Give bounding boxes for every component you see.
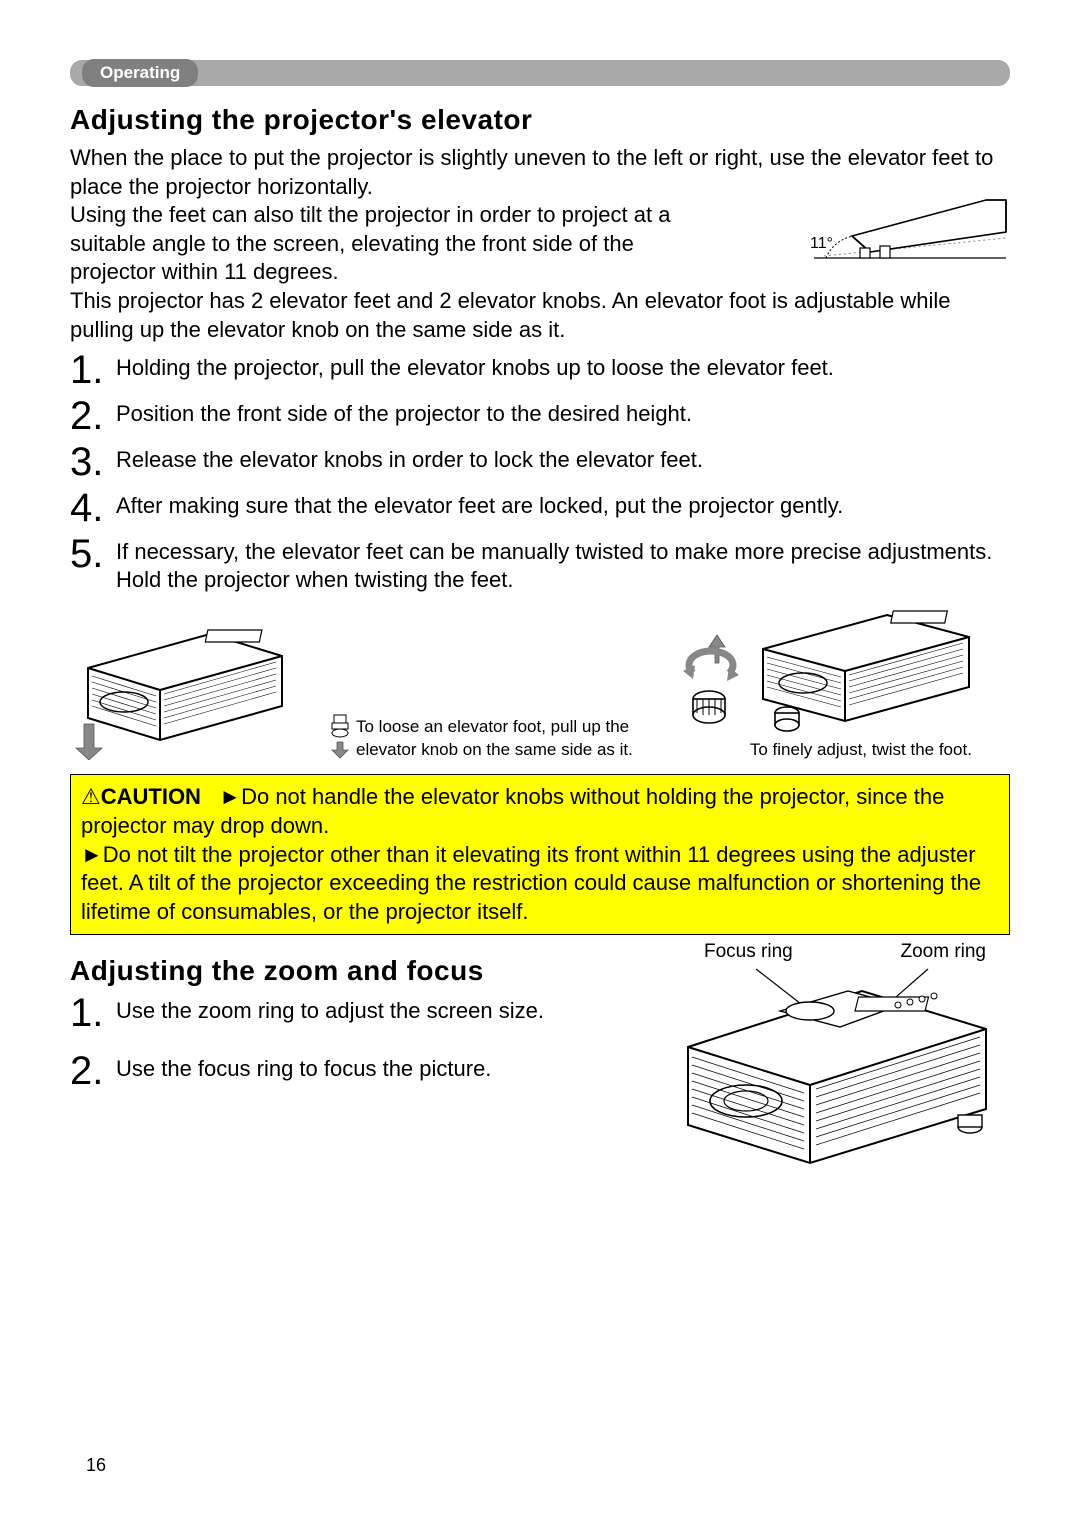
step-number: 5. <box>70 534 116 574</box>
knob-icon <box>330 713 350 739</box>
step-5: 5. If necessary, the elevator feet can b… <box>70 534 1010 593</box>
step-1: 1. Holding the projector, pull the eleva… <box>70 350 1010 390</box>
section-tab: Operating <box>70 60 1010 86</box>
caution-text-2: Do not tilt the projector other than it … <box>81 842 981 924</box>
step-text: If necessary, the elevator feet can be m… <box>116 534 1010 593</box>
projector-zoom-illustration-icon <box>670 967 1010 1167</box>
fig-caption-left-line2: elevator knob on the same side as it. <box>356 739 633 760</box>
figure-left <box>70 620 290 760</box>
angle-figure: 11° <box>810 192 1010 262</box>
twist-arrows-icon <box>673 633 743 733</box>
caution-box: ⚠CAUTION ►Do not handle the elevator kno… <box>70 774 1010 935</box>
page-number: 16 <box>86 1455 106 1476</box>
heading-elevator: Adjusting the projector's elevator <box>70 104 1010 136</box>
intro-p3: This projector has 2 elevator feet and 2… <box>70 287 1010 344</box>
heading-zoom: Adjusting the zoom and focus <box>70 955 650 987</box>
fig-caption-left-line1: To loose an elevator foot, pull up the <box>356 716 629 737</box>
step-4: 4. After making sure that the elevator f… <box>70 488 1010 528</box>
step-2: 2. Position the front side of the projec… <box>70 396 1010 436</box>
step-number: 3. <box>70 442 116 482</box>
zoom-ring-label: Zoom ring <box>900 941 986 963</box>
step-number: 4. <box>70 488 116 528</box>
angle-diagram-icon: 11° <box>810 192 1010 262</box>
figure-row: To loose an elevator foot, pull up the e… <box>70 603 1010 760</box>
step-number: 1. <box>70 350 116 390</box>
warning-icon: ⚠ <box>81 784 101 809</box>
intro-block: When the place to put the projector is s… <box>70 144 1010 344</box>
section-tab-label: Operating <box>82 59 198 87</box>
zoom-section: Adjusting the zoom and focus 1. Use the … <box>70 941 1010 1167</box>
focus-ring-label: Focus ring <box>704 941 793 963</box>
step-number: 2. <box>70 396 116 436</box>
caution-text-1: Do not handle the elevator knobs without… <box>81 784 944 838</box>
intro-p2: Using the feet can also tilt the project… <box>70 201 690 287</box>
zoom-step-1: 1. Use the zoom ring to adjust the scree… <box>70 993 650 1033</box>
step-text: Position the front side of the projector… <box>116 396 692 428</box>
step-text: Use the zoom ring to adjust the screen s… <box>116 993 544 1025</box>
fig-caption-right: To finely adjust, twist the foot. <box>750 739 972 760</box>
step-text: Release the elevator knobs in order to l… <box>116 442 703 474</box>
figure-left-caption: To loose an elevator foot, pull up the e… <box>330 713 633 760</box>
caution-label: CAUTION <box>101 784 201 809</box>
projector-twist-illustration-icon <box>749 603 979 733</box>
step-number: 2. <box>70 1051 116 1091</box>
zoom-figure: Focus ring Zoom ring <box>670 941 1010 1167</box>
projector-knob-illustration-icon <box>70 620 290 760</box>
angle-label: 11° <box>810 235 833 252</box>
caution-arrow-1: ► <box>219 784 241 809</box>
figure-right: To finely adjust, twist the foot. <box>673 603 979 760</box>
step-number: 1. <box>70 993 116 1033</box>
step-text: After making sure that the elevator feet… <box>116 488 843 520</box>
step-text: Use the focus ring to focus the picture. <box>116 1051 491 1083</box>
step-3: 3. Release the elevator knobs in order t… <box>70 442 1010 482</box>
step-text: Holding the projector, pull the elevator… <box>116 350 834 382</box>
caution-arrow-2: ► <box>81 842 103 867</box>
steps-list: 1. Holding the projector, pull the eleva… <box>70 350 1010 593</box>
arrow-down-icon <box>330 740 350 760</box>
zoom-step-2: 2. Use the focus ring to focus the pictu… <box>70 1051 650 1091</box>
